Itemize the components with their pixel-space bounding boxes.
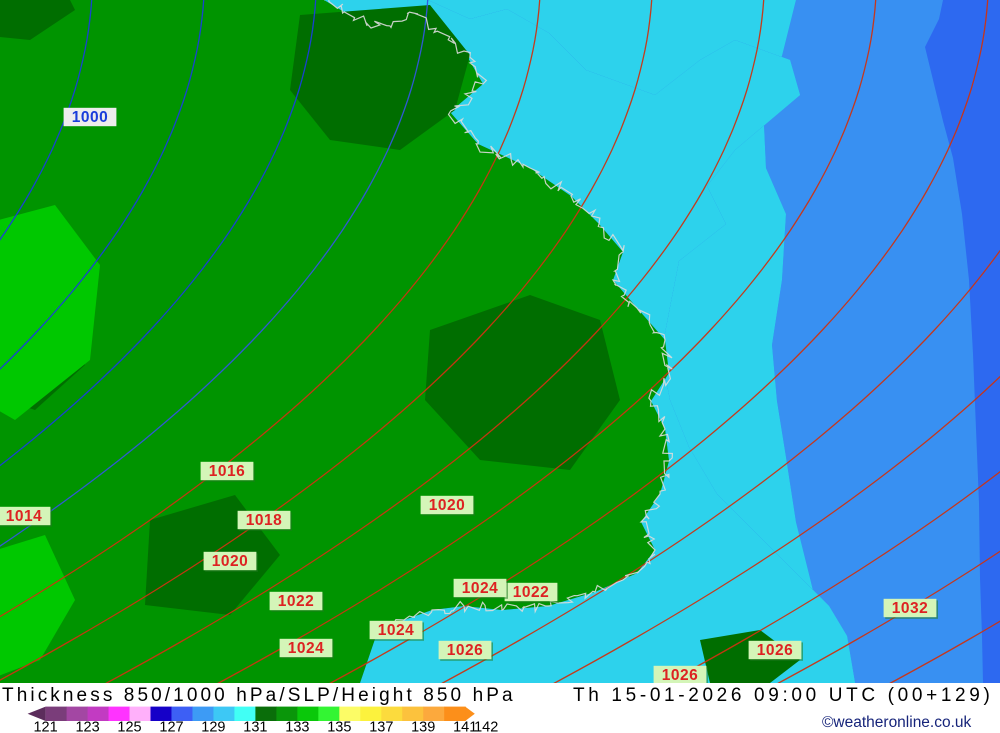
svg-text:1024: 1024 xyxy=(462,580,498,597)
svg-text:1022: 1022 xyxy=(278,593,314,610)
svg-text:1018: 1018 xyxy=(246,512,282,529)
svg-text:139: 139 xyxy=(411,720,435,733)
svg-text:1022: 1022 xyxy=(513,584,549,601)
svg-text:142: 142 xyxy=(474,720,498,733)
svg-text:123: 123 xyxy=(75,720,99,733)
svg-text:1026: 1026 xyxy=(447,642,483,659)
svg-text:125: 125 xyxy=(117,720,141,733)
svg-text:137: 137 xyxy=(369,720,393,733)
svg-text:135: 135 xyxy=(327,720,351,733)
svg-text:1032: 1032 xyxy=(892,600,928,617)
svg-text:121: 121 xyxy=(33,720,57,733)
svg-text:1000: 1000 xyxy=(72,109,108,126)
svg-text:1014: 1014 xyxy=(6,508,42,525)
svg-text:127: 127 xyxy=(159,720,183,733)
svg-text:1026: 1026 xyxy=(662,667,698,683)
svg-text:1020: 1020 xyxy=(429,497,465,514)
svg-text:Thickness 850/1000 hPa/SLP/Hei: Thickness 850/1000 hPa/SLP/Height 850 hP… xyxy=(2,685,516,706)
svg-text:131: 131 xyxy=(243,720,267,733)
svg-text:1024: 1024 xyxy=(378,622,414,639)
svg-text:1024: 1024 xyxy=(288,640,324,657)
svg-text:129: 129 xyxy=(201,720,225,733)
svg-text:1026: 1026 xyxy=(757,642,793,659)
svg-text:Th 15-01-2026 09:00 UTC (00+12: Th 15-01-2026 09:00 UTC (00+129) xyxy=(573,685,993,706)
svg-text:©weatheronline.co.uk: ©weatheronline.co.uk xyxy=(822,714,972,731)
svg-text:1020: 1020 xyxy=(212,553,248,570)
svg-text:1016: 1016 xyxy=(209,463,245,480)
svg-text:133: 133 xyxy=(285,720,309,733)
